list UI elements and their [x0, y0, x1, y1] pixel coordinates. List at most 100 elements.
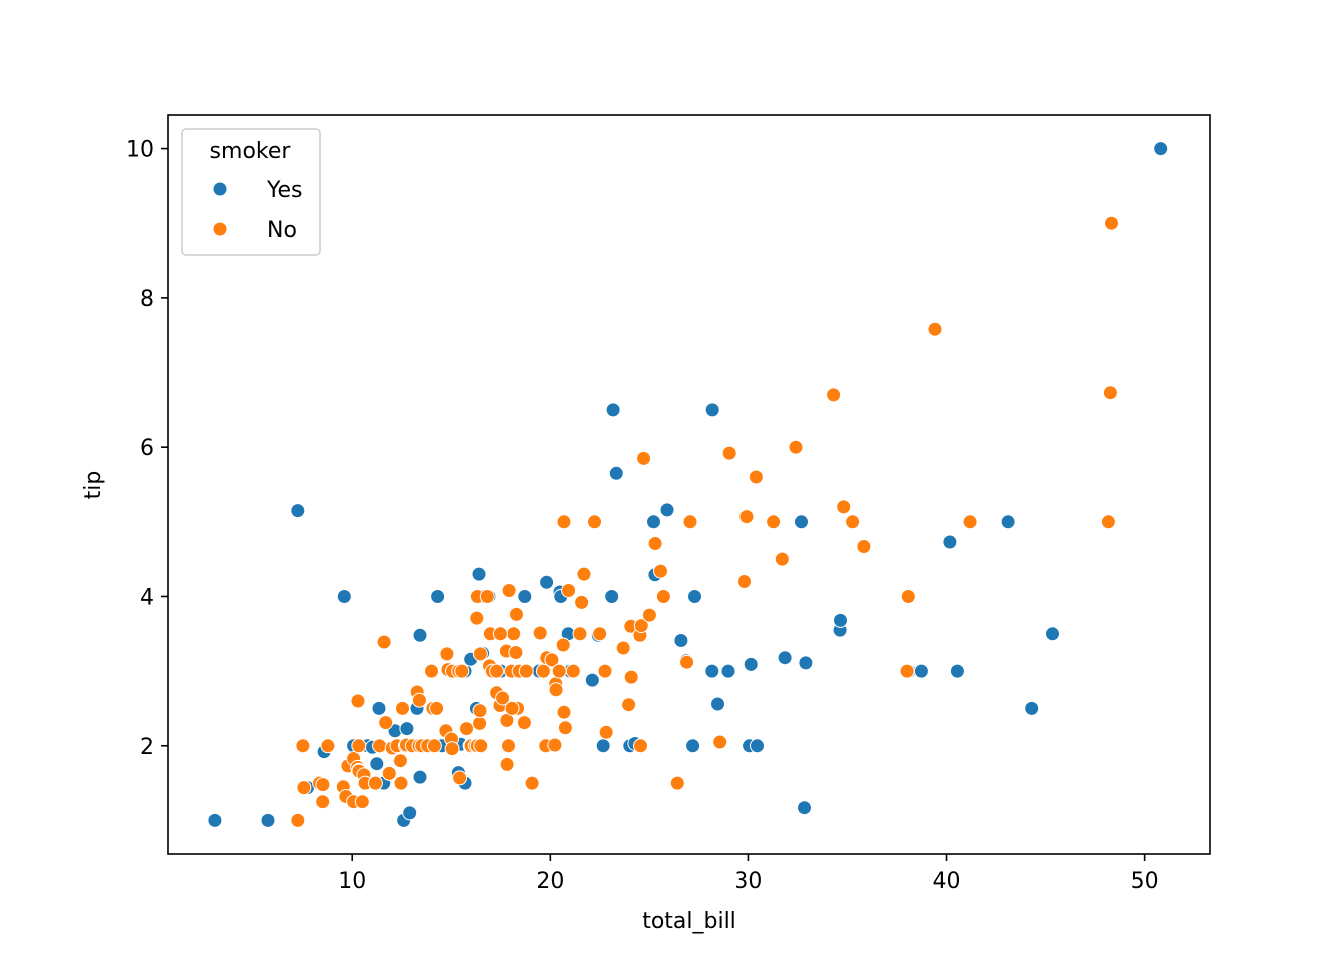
data-point-yes-50 — [605, 402, 621, 418]
data-point-yes-61 — [704, 402, 720, 418]
data-point-no-50 — [454, 663, 470, 679]
data-point-yes-67 — [750, 738, 765, 754]
data-point-yes-48 — [595, 738, 611, 754]
data-point-yes-49 — [604, 589, 620, 604]
data-point-no-135 — [900, 589, 916, 604]
data-point-no-60 — [472, 646, 488, 662]
data-point-no-116 — [653, 563, 668, 579]
data-point-yes-51 — [608, 465, 624, 481]
data-point-no-51 — [459, 721, 474, 737]
data-point-yes-2 — [290, 503, 306, 519]
data-point-no-91 — [548, 682, 564, 698]
data-point-no-23 — [378, 715, 394, 731]
data-point-yes-41 — [539, 574, 555, 590]
data-point-no-78 — [509, 606, 524, 622]
data-point-no-137 — [962, 514, 978, 530]
data-point-no-136 — [927, 321, 943, 337]
data-point-yes-57 — [673, 633, 689, 648]
data-point-no-115 — [647, 536, 663, 551]
data-point-no-121 — [712, 734, 728, 750]
data-point-yes-5 — [336, 589, 352, 604]
data-point-no-113 — [636, 450, 652, 466]
data-point-no-138 — [1100, 514, 1116, 530]
data-point-no-49 — [452, 770, 468, 786]
data-point-yes-70 — [797, 800, 812, 816]
data-point-no-46 — [444, 741, 460, 757]
y-tick-label: 4 — [140, 585, 154, 610]
data-point-no-2 — [296, 780, 312, 796]
x-tick-label: 20 — [536, 869, 564, 894]
data-point-no-134 — [899, 663, 915, 679]
data-point-no-102 — [587, 514, 602, 530]
data-point-no-114 — [641, 607, 657, 623]
y-tick-label: 6 — [140, 436, 154, 461]
data-point-no-43 — [439, 646, 455, 662]
x-tick-label: 40 — [933, 869, 961, 894]
legend: smoker Yes No — [181, 128, 321, 256]
data-point-no-130 — [826, 387, 842, 403]
data-point-no-109 — [623, 669, 639, 685]
data-point-no-139 — [1102, 385, 1118, 401]
data-point-no-105 — [598, 724, 614, 740]
data-point-no-97 — [561, 583, 577, 598]
data-point-no-0 — [290, 812, 306, 828]
data-point-yes-16 — [399, 721, 415, 737]
data-point-no-35 — [411, 692, 427, 708]
data-point-no-59 — [472, 703, 488, 719]
data-point-yes-81 — [1153, 141, 1169, 157]
data-point-yes-39 — [517, 589, 533, 604]
data-point-no-125 — [739, 509, 755, 525]
legend-title: smoker — [210, 139, 292, 164]
data-point-no-124 — [737, 574, 752, 589]
data-point-no-29 — [395, 700, 410, 716]
data-point-yes-80 — [1045, 626, 1060, 642]
data-point-no-127 — [766, 514, 782, 530]
data-point-no-95 — [556, 514, 572, 530]
data-point-no-24 — [381, 765, 397, 781]
data-point-no-141 — [489, 663, 505, 679]
data-point-no-143 — [504, 700, 520, 716]
data-points — [207, 141, 1169, 828]
data-point-yes-71 — [798, 655, 814, 671]
data-point-no-98 — [565, 663, 581, 679]
data-point-no-1 — [295, 738, 311, 754]
data-point-no-118 — [669, 775, 685, 791]
legend-marker-yes — [212, 181, 228, 197]
data-point-no-82 — [518, 663, 534, 679]
data-point-no-140 — [1104, 215, 1119, 231]
data-point-yes-46 — [584, 672, 600, 688]
data-point-no-128 — [774, 551, 790, 567]
data-point-no-27 — [392, 753, 408, 769]
data-point-yes-56 — [659, 502, 675, 518]
data-point-no-100 — [574, 594, 590, 610]
data-point-no-15 — [351, 738, 367, 754]
data-point-no-21 — [372, 738, 388, 754]
data-point-yes-22 — [412, 769, 428, 785]
data-point-yes-24 — [430, 589, 446, 604]
data-point-no-73 — [501, 583, 517, 598]
data-point-no-75 — [506, 626, 522, 642]
data-point-no-77 — [508, 645, 524, 660]
y-tick-label: 2 — [140, 735, 154, 760]
data-point-no-40 — [426, 738, 442, 754]
data-point-no-107 — [621, 697, 637, 713]
data-point-yes-60 — [687, 589, 702, 604]
data-point-no-111 — [633, 738, 648, 754]
data-point-yes-76 — [942, 534, 958, 550]
data-point-no-122 — [721, 445, 737, 461]
data-point-no-120 — [682, 514, 698, 530]
data-point-no-19 — [354, 794, 370, 810]
data-point-no-4 — [315, 794, 331, 810]
data-point-no-38 — [424, 663, 439, 679]
data-point-yes-75 — [913, 663, 929, 679]
data-point-yes-78 — [1000, 514, 1016, 530]
data-point-no-88 — [544, 652, 560, 668]
data-point-yes-11 — [369, 756, 385, 772]
data-point-no-104 — [597, 663, 613, 679]
data-point-no-83 — [524, 775, 540, 791]
data-point-yes-54 — [646, 514, 661, 530]
data-point-yes-68 — [777, 650, 793, 666]
data-point-no-99 — [572, 626, 588, 642]
data-point-no-71 — [499, 756, 515, 772]
